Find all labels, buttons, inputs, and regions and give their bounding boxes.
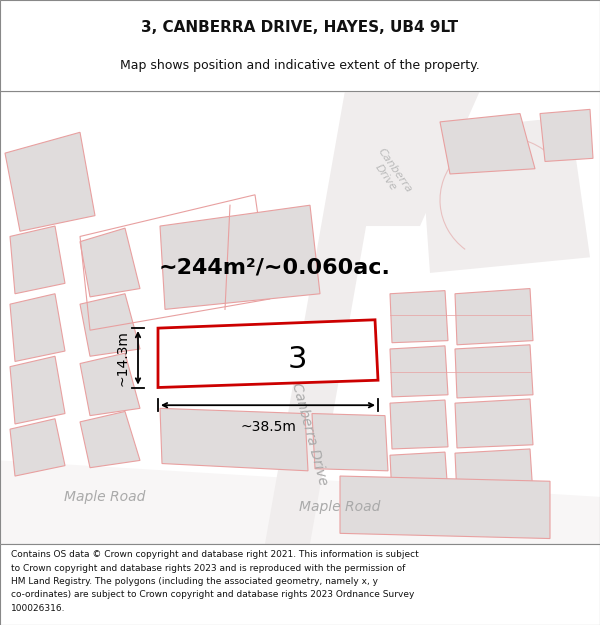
- Polygon shape: [420, 117, 590, 273]
- Polygon shape: [390, 400, 448, 449]
- Polygon shape: [455, 345, 533, 398]
- Text: ~244m²/~0.060ac.: ~244m²/~0.060ac.: [159, 258, 391, 278]
- Polygon shape: [340, 476, 550, 539]
- Text: co-ordinates) are subject to Crown copyright and database rights 2023 Ordnance S: co-ordinates) are subject to Crown copyr…: [11, 591, 414, 599]
- Text: Maple Road: Maple Road: [299, 500, 380, 514]
- Polygon shape: [455, 399, 533, 448]
- Text: Canberra
Drive: Canberra Drive: [367, 147, 413, 201]
- Text: to Crown copyright and database rights 2023 and is reproduced with the permissio: to Crown copyright and database rights 2…: [11, 564, 405, 572]
- Polygon shape: [160, 408, 308, 471]
- Text: HM Land Registry. The polygons (including the associated geometry, namely x, y: HM Land Registry. The polygons (includin…: [11, 577, 378, 586]
- Text: 3, CANBERRA DRIVE, HAYES, UB4 9LT: 3, CANBERRA DRIVE, HAYES, UB4 9LT: [142, 19, 458, 34]
- Text: 3: 3: [287, 344, 307, 374]
- Polygon shape: [350, 91, 480, 226]
- Polygon shape: [80, 353, 140, 416]
- Polygon shape: [80, 294, 140, 356]
- Text: Canberra Drive: Canberra Drive: [290, 381, 331, 488]
- Polygon shape: [390, 291, 448, 342]
- Text: ~38.5m: ~38.5m: [240, 420, 296, 434]
- Polygon shape: [0, 461, 600, 544]
- Polygon shape: [455, 289, 533, 345]
- Polygon shape: [265, 91, 390, 544]
- Polygon shape: [10, 294, 65, 361]
- Text: 100026316.: 100026316.: [11, 604, 65, 613]
- Polygon shape: [10, 419, 65, 476]
- Polygon shape: [390, 346, 448, 397]
- Polygon shape: [540, 109, 593, 161]
- Polygon shape: [312, 414, 388, 471]
- Text: Maple Road: Maple Road: [64, 490, 146, 504]
- Polygon shape: [390, 452, 448, 497]
- Polygon shape: [160, 205, 320, 309]
- Polygon shape: [158, 320, 378, 388]
- Text: Contains OS data © Crown copyright and database right 2021. This information is : Contains OS data © Crown copyright and d…: [11, 550, 419, 559]
- Text: Map shows position and indicative extent of the property.: Map shows position and indicative extent…: [120, 59, 480, 72]
- Polygon shape: [10, 356, 65, 424]
- Text: ~14.3m: ~14.3m: [116, 330, 130, 386]
- Polygon shape: [5, 132, 95, 231]
- Polygon shape: [455, 449, 533, 497]
- Polygon shape: [80, 228, 140, 297]
- Polygon shape: [440, 114, 535, 174]
- Polygon shape: [10, 226, 65, 294]
- Polygon shape: [80, 411, 140, 468]
